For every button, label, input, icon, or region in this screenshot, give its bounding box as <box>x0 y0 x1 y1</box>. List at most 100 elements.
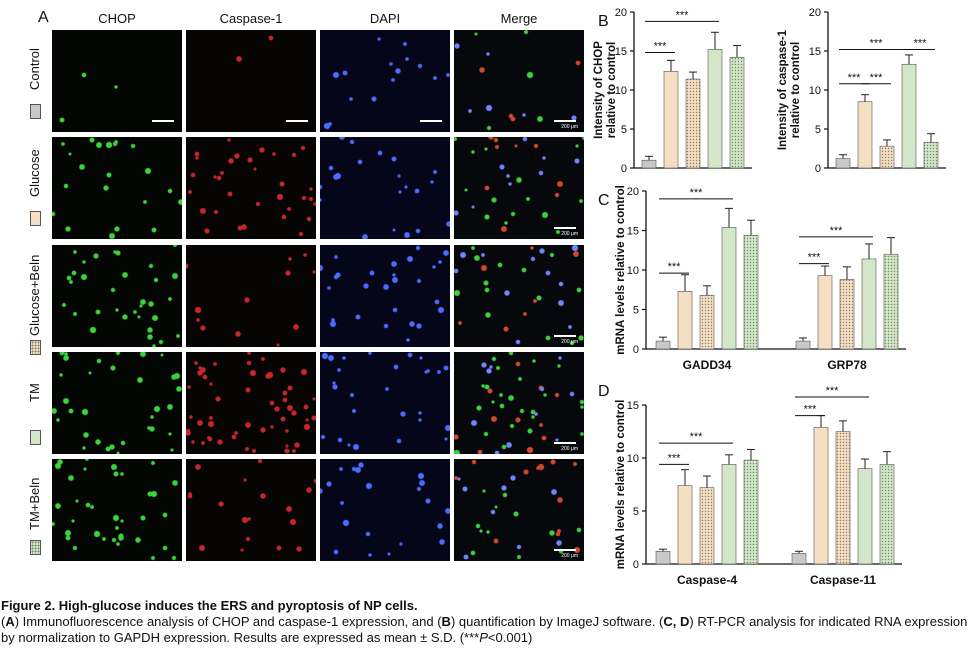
chart-b2: 0 5 10 15 20 Intensity of caspase-1relative t… <box>777 7 946 175</box>
bar-control <box>655 550 671 565</box>
y-tick-label: 15 <box>627 400 639 412</box>
caption-fragment: ) quantification by ImageJ software. ( <box>450 614 664 629</box>
bar-glucose-beln <box>879 145 895 169</box>
swatch-glucose-beln <box>30 340 41 355</box>
column-header-caspase-1: Caspase-1 <box>219 11 283 26</box>
bar-glucose-beln <box>699 487 715 565</box>
scale-bar <box>420 120 442 122</box>
y-axis-label-text: Intensity of caspase-1relative to contro… <box>777 29 802 150</box>
micrograph-glucose-beln-chop <box>52 245 182 347</box>
micrograph-control-chop <box>52 30 182 132</box>
bar-glucose <box>813 426 829 565</box>
y-tick-label: 10 <box>809 85 821 97</box>
figure-caption-title: Figure 2. High-glucose induces the ERS a… <box>1 598 418 613</box>
bar-tm-beln <box>879 464 895 565</box>
significance-marker: *** <box>804 404 818 416</box>
row-label-tm: TM <box>27 383 42 402</box>
bar-tm <box>707 49 723 169</box>
micrograph-glucose-dapi <box>320 137 450 239</box>
panel-c-letter: C <box>598 192 610 209</box>
bar-control <box>655 340 671 350</box>
micrograph-tm-beln-caspase-1 <box>186 459 316 561</box>
y-tick-label: 5 <box>633 305 639 317</box>
y-tick-label: 5 <box>815 124 821 136</box>
y-tick-label: 15 <box>615 46 627 58</box>
caption-fragment: ) RT-PCR analysis for indicated RNA expr… <box>1 614 968 645</box>
bar-control <box>795 340 811 350</box>
bar-tm <box>721 227 737 350</box>
y-tick-label: 0 <box>633 559 639 571</box>
significance-marker: *** <box>690 431 704 443</box>
group-label: Caspase-11 <box>810 573 876 587</box>
swatch-glucose <box>30 211 41 226</box>
scale-bar <box>554 335 576 337</box>
scale-bar-label: 200 μm <box>561 124 578 130</box>
row-label-control: Control <box>27 48 42 90</box>
significance-marker: *** <box>848 72 862 84</box>
bar-tm <box>721 464 737 565</box>
y-axis-label: mRNA levels relative to control <box>615 400 627 570</box>
y-axis-label-text: mRNA levels relative to control <box>615 400 627 570</box>
scale-bar-label: 200 μm <box>561 553 578 559</box>
micrograph-control-merge: 200 μm <box>454 30 584 132</box>
column-header-dapi: DAPI <box>369 11 401 26</box>
micrograph-tm-merge: 200 μm <box>454 352 584 454</box>
scale-bar <box>554 227 576 229</box>
bar-tm-beln <box>923 141 939 169</box>
group-label: Caspase-4 <box>677 573 737 587</box>
bar-tm-beln <box>729 56 745 169</box>
caption-fragment: ) Immunofluorescence analysis of CHOP an… <box>14 614 442 629</box>
micrograph-glucose-beln-dapi <box>320 245 450 347</box>
scale-bar <box>152 120 174 122</box>
scale-bar-label: 200 μm <box>561 339 578 345</box>
bar-charts: B 0 5 10 15 20 Intensity of CHOPrelative to co… <box>593 7 946 587</box>
micrograph-tm-dapi <box>320 352 450 454</box>
y-axis-label: Intensity of CHOPrelative to control <box>593 41 618 139</box>
significance-marker: *** <box>690 187 704 199</box>
caption-fragment: <0.001) <box>487 630 533 645</box>
caption-fragment: A <box>5 614 15 629</box>
y-tick-label: 20 <box>627 186 639 198</box>
bar-glucose <box>857 101 873 169</box>
scale-bar <box>554 120 576 122</box>
bar-glucose-beln <box>699 294 715 350</box>
bar-tm-beln <box>883 253 899 350</box>
figure-caption-body: (A) Immunofluorescence analysis of CHOP … <box>1 614 973 646</box>
bar-control <box>641 159 657 169</box>
scale-bar <box>554 549 576 551</box>
micrograph-tm-chop <box>52 352 182 454</box>
y-axis-label-text: Intensity of CHOPrelative to control <box>593 41 618 139</box>
panel-b-letter: B <box>598 13 609 30</box>
micrograph-glucose-beln-merge: 200 μm <box>454 245 584 347</box>
bar-tm <box>901 63 917 169</box>
row-label-glucose-beln: Glucose+Beln <box>27 254 42 336</box>
significance-marker: *** <box>830 225 844 237</box>
y-tick-label: 10 <box>627 453 639 465</box>
y-tick-label: 20 <box>615 7 627 19</box>
group-label: GADD34 <box>683 358 732 372</box>
column-header-chop: CHOP <box>98 11 136 26</box>
significance-marker: *** <box>826 385 840 397</box>
y-axis-label-text: mRNA levels relative to control <box>615 185 627 355</box>
y-axis-label: Intensity of caspase-1relative to contro… <box>777 29 802 150</box>
micrograph-glucose-beln-caspase-1 <box>186 245 316 347</box>
swatch-tm <box>30 430 41 445</box>
scale-bar-label: 200 μm <box>561 231 578 237</box>
significance-marker: *** <box>668 452 682 464</box>
y-tick-label: 0 <box>633 344 639 356</box>
y-tick-label: 10 <box>627 265 639 277</box>
micrograph-tm-beln-dapi <box>320 459 450 561</box>
y-tick-label: 15 <box>627 226 639 238</box>
bar-glucose-beln <box>835 431 851 565</box>
scale-bar-label: 200 μm <box>561 446 578 452</box>
y-tick-label: 0 <box>815 163 821 175</box>
y-axis-label: mRNA levels relative to control <box>615 185 627 355</box>
y-tick-label: 10 <box>615 85 627 97</box>
micrograph-tm-caspase-1 <box>186 352 316 454</box>
panel-d-letter: D <box>598 383 610 400</box>
significance-marker: *** <box>654 41 668 53</box>
bar-tm <box>861 258 877 350</box>
scale-bar <box>554 442 576 444</box>
